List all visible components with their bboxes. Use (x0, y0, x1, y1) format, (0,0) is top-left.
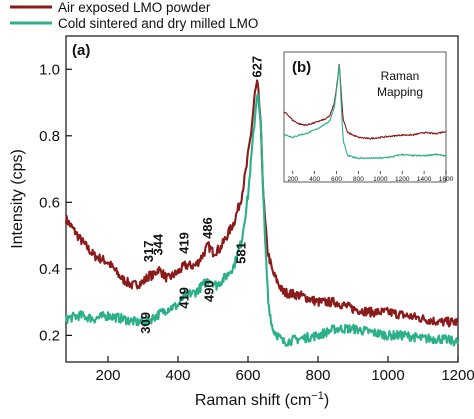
panel-label-b: (b) (292, 59, 311, 76)
y-tick-label: 0.6 (39, 194, 60, 211)
peak-label-317: 317 (141, 241, 156, 263)
y-tick-label: 0.8 (39, 128, 60, 145)
peak-label-486: 486 (200, 217, 215, 239)
x-tick-label: 800 (305, 367, 330, 384)
x-tick-label: 600 (331, 176, 342, 183)
x-tick-label: 200 (95, 367, 120, 384)
x-tick-label: 400 (309, 176, 320, 183)
y-tick-label: 0.4 (39, 261, 60, 278)
inset-series-lines (283, 63, 447, 160)
main-y-axis-ticks: 0.2 0.4 0.6 0.8 1.0 (39, 61, 72, 344)
inset-plot-panel-b: 200 400 600 800 1000 1200 1400 1600 (b) Raman M… (283, 51, 454, 183)
x-tick-label: 600 (235, 367, 260, 384)
peak-label-419: 419 (177, 287, 192, 309)
main-plot-panel-a: 200 400 600 800 1000 1200 0.2 0.4 0.6 0.8 1.0 627… (39, 35, 474, 384)
main-series-lines (64, 79, 459, 347)
x-tick-label: 1000 (373, 176, 388, 183)
inset-plot-background (283, 51, 447, 183)
inset-x-axis-ticks: 200 400 600 800 1000 1200 1400 1600 (287, 171, 454, 183)
x-tick-label: 1000 (371, 367, 404, 384)
x-tick-label: 800 (353, 176, 364, 183)
series-line-1 (64, 93, 459, 347)
peak-label-344: 344 (150, 233, 165, 255)
legend-label-cold-sintered: Cold sintered and dry milled LMO (58, 16, 258, 31)
y-tick-label: 0.2 (39, 327, 60, 344)
peak-label-581: 581 (233, 242, 248, 264)
inset-title-line-1: Raman (381, 69, 420, 83)
main-x-axis-ticks: 200 400 600 800 1000 1200 (95, 356, 474, 384)
x-tick-label: 1200 (395, 176, 410, 183)
x-tick-label: 200 (287, 176, 298, 183)
series-line-0 (283, 63, 447, 140)
y-axis-title: Intensity (cps) (9, 149, 26, 249)
x-tick-label: 1200 (441, 367, 474, 384)
panel-label-a: (a) (72, 42, 90, 59)
peak-label-419: 419 (177, 232, 192, 254)
x-axis-title: Raman shift (cm−1) (195, 390, 329, 409)
peak-label-627: 627 (249, 56, 264, 78)
legend: Air exposed LMO powder Cold sintered and… (10, 0, 258, 31)
x-tick-label: 400 (165, 367, 190, 384)
x-tick-label: 1600 (439, 176, 454, 183)
y-tick-label: 1.0 (39, 61, 60, 78)
main-plot-frame (65, 35, 459, 363)
legend-label-air-exposed: Air exposed LMO powder (58, 0, 211, 15)
series-line-1 (283, 65, 447, 160)
peak-label-309: 309 (138, 312, 153, 334)
x-tick-label: 1400 (417, 176, 432, 183)
inset-title-line-2: Mapping (377, 85, 423, 99)
peak-label-490: 490 (202, 280, 217, 302)
